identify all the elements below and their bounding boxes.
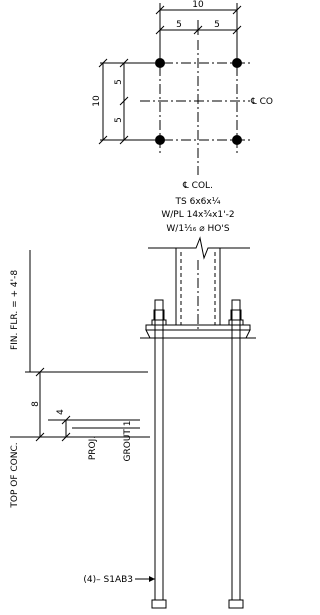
note: W/PL 14x¾x1'-2	[161, 210, 234, 220]
drawing: 10 5 5 10 5 5 ℄ CO ℄ COL. TS 6x6x¼ W/PL …	[0, 0, 275, 615]
dim-text: 8	[31, 401, 41, 407]
note: W/1¹⁄₁₆ ⌀ HO'S	[166, 224, 229, 234]
elevation-label: TOP OF CONC.	[10, 442, 20, 508]
dim-text: 5	[114, 117, 124, 123]
anchor-bolt-label: (4)– S1AB3	[83, 575, 133, 585]
elevation-label: PROJ.	[88, 436, 98, 460]
centerline-label: ℄ CO	[250, 97, 273, 107]
note: TS 6x6x¼	[175, 197, 221, 207]
dim-text: 10	[192, 0, 204, 10]
dim-text: 5	[114, 79, 124, 85]
dim-text: 4	[56, 409, 66, 415]
elevation-label: GROUT 1	[123, 421, 133, 462]
dim-text: 10	[92, 95, 102, 107]
dim-text: 5	[214, 20, 220, 30]
dim-text: 5	[176, 20, 182, 30]
elevation-label: FIN. FLR. = + 4'-8	[10, 270, 20, 350]
centerline-label: ℄ COL.	[182, 181, 213, 191]
elevation	[10, 238, 256, 608]
page: 10 5 5 10 5 5 ℄ CO ℄ COL. TS 6x6x¼ W/PL …	[0, 0, 320, 615]
